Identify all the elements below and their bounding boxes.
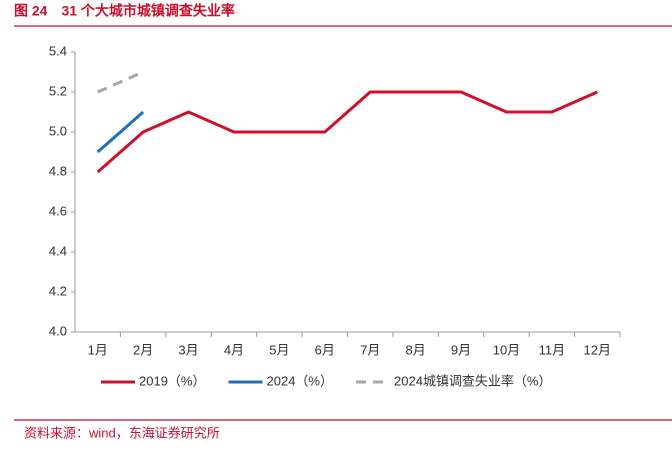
x-tick-label: 1月 — [88, 342, 108, 357]
x-tick-label: 4月 — [224, 342, 244, 357]
x-tick-label: 9月 — [451, 342, 471, 357]
x-tick-label: 7月 — [360, 342, 380, 357]
y-tick-label: 4.4 — [49, 243, 67, 258]
y-tick-label: 5.2 — [49, 83, 67, 98]
x-tick-label: 12月 — [584, 342, 611, 357]
x-tick-label: 5月 — [269, 342, 289, 357]
series-line — [96, 90, 598, 174]
series-line — [96, 110, 145, 154]
x-tick-label: 10月 — [493, 342, 520, 357]
y-tick-label: 4.8 — [49, 163, 67, 178]
x-tick-label: 6月 — [315, 342, 335, 357]
y-tick-label: 5.0 — [49, 123, 67, 138]
y-tick-label: 4.6 — [49, 203, 67, 218]
chart-title: 图 24 31 个大城市城镇调查失业率 — [14, 3, 235, 19]
y-tick-label: 4.0 — [49, 323, 67, 338]
series-line — [97, 70, 144, 94]
x-tick-label: 8月 — [406, 342, 426, 357]
legend-label: 2024（%） — [267, 373, 333, 388]
y-tick-label: 5.4 — [49, 43, 67, 58]
legend-label: 2024城镇调查失业率（%） — [394, 373, 551, 388]
legend-label: 2019（%） — [139, 373, 205, 388]
y-tick-label: 4.2 — [49, 283, 67, 298]
x-tick-label: 11月 — [539, 342, 566, 357]
x-tick-label: 2月 — [133, 342, 153, 357]
source: 资料来源：wind，东海证券研究所 — [24, 425, 220, 440]
x-tick-label: 3月 — [178, 342, 198, 357]
